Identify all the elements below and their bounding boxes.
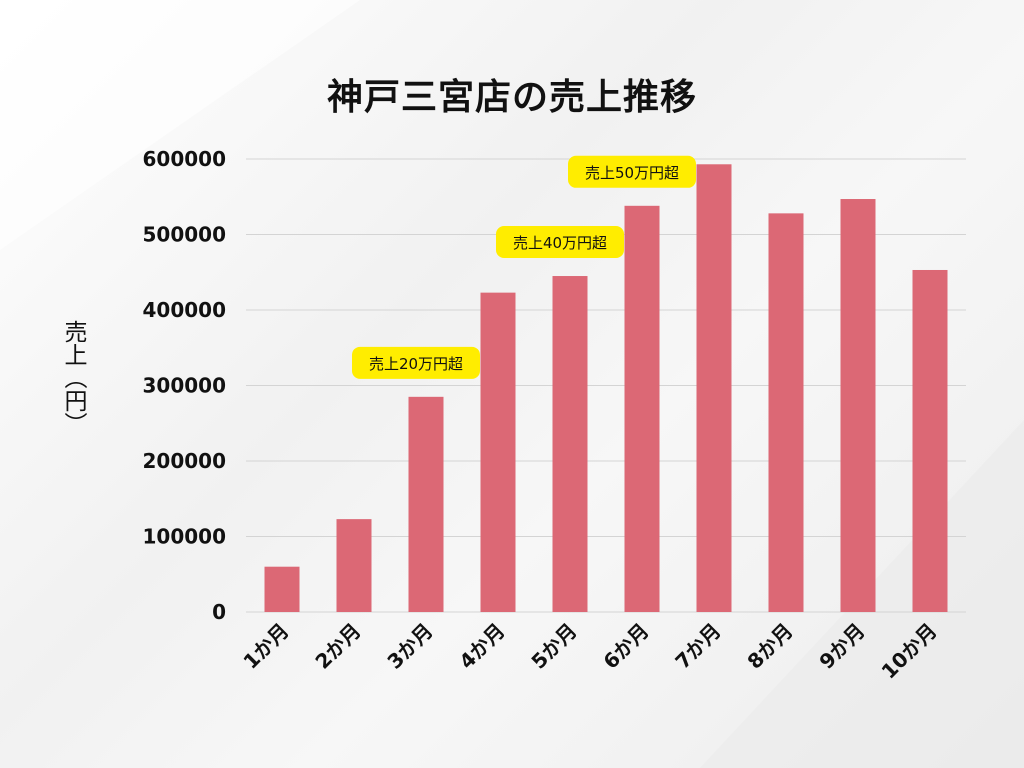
y-tick-label: 100000 [143,525,227,549]
y-tick-label: 600000 [143,147,227,171]
bar [336,519,372,612]
bar [912,269,948,612]
x-tick-label: 5か月 [526,619,581,674]
bar [552,276,588,612]
y-tick-label: 500000 [143,223,227,247]
y-tick-label: 400000 [143,298,227,322]
chart-title: 神戸三宮店の売上推移 [326,77,697,118]
y-tick-label: 0 [212,600,226,624]
bar [840,199,876,612]
x-tick-label: 10か月 [877,619,942,684]
bar [264,566,300,612]
annotation-box [352,346,480,379]
x-tick-label: 9か月 [814,619,869,674]
annotation-box [496,226,624,259]
bar [624,205,660,612]
y-tick-label: 300000 [143,374,227,398]
annotation-label: 売上40万円超 [513,234,607,252]
bar [768,213,804,613]
x-tick-label: 8か月 [742,619,797,674]
annotation-label: 売上20万円超 [369,355,463,373]
bar [480,292,516,612]
y-axis-label: 売上（円） [60,320,86,435]
x-tick-label: 7か月 [670,619,725,674]
bar [408,396,444,612]
y-tick-label: 200000 [143,449,227,473]
x-tick-label: 6か月 [598,619,653,674]
x-tick-label: 1か月 [238,619,293,674]
x-tick-label: 2か月 [310,619,365,674]
annotation-label: 売上50万円超 [585,164,679,182]
bar [696,164,732,612]
x-tick-label: 3か月 [382,619,437,674]
x-tick-label: 4か月 [454,619,509,674]
annotation-box [568,155,696,188]
